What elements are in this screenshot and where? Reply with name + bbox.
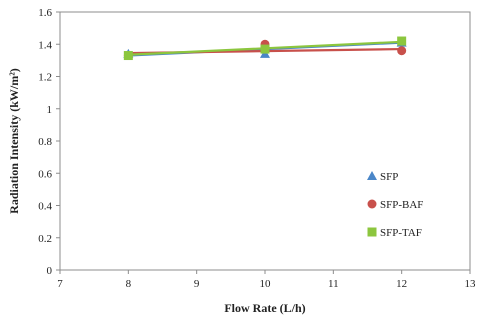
y-tick-label: 0 [47, 265, 53, 277]
y-tick-label: 0.6 [38, 168, 52, 180]
legend-marker-sfp [367, 171, 377, 180]
x-tick-label: 11 [328, 278, 339, 290]
legend-marker-sfp-baf [367, 199, 377, 209]
x-tick-label: 10 [260, 278, 272, 290]
x-tick-label: 9 [194, 278, 200, 290]
legend-label: SFP-TAF [380, 227, 422, 239]
x-tick-label: 13 [465, 278, 477, 290]
legend-marker-sfp-taf [367, 227, 377, 237]
x-axis-ticks: 7 8 9 10 11 12 13 [57, 270, 476, 290]
y-tick-label: 0.2 [38, 233, 52, 245]
x-tick-label: 7 [57, 278, 63, 290]
legend-label: SFP [380, 171, 398, 183]
data-point-sfp-taf [260, 44, 270, 54]
y-tick-label: 0.8 [38, 136, 52, 148]
legend-label: SFP-BAF [380, 199, 423, 211]
x-tick-label: 8 [126, 278, 132, 290]
y-tick-label: 1.4 [38, 39, 52, 51]
y-tick-label: 1 [47, 104, 53, 116]
y-tick-label: 0.4 [38, 201, 52, 213]
legend: SFP SFP-BAF SFP-TAF [367, 171, 423, 239]
data-point-sfp-taf [397, 36, 407, 46]
y-tick-label: 1.6 [38, 7, 52, 19]
y-tick-label: 1.2 [38, 72, 52, 84]
data-point-sfp-taf [123, 51, 133, 61]
x-tick-label: 12 [396, 278, 407, 290]
y-axis-title: Radiation Intensity (kW/m²) [7, 68, 21, 214]
y-axis-ticks: 0 0.2 0.4 0.6 0.8 1 1.2 1.4 1.6 [38, 7, 60, 277]
data-markers [123, 36, 407, 61]
x-axis-title: Flow Rate (L/h) [224, 301, 305, 315]
data-point-sfp-baf [397, 46, 407, 56]
